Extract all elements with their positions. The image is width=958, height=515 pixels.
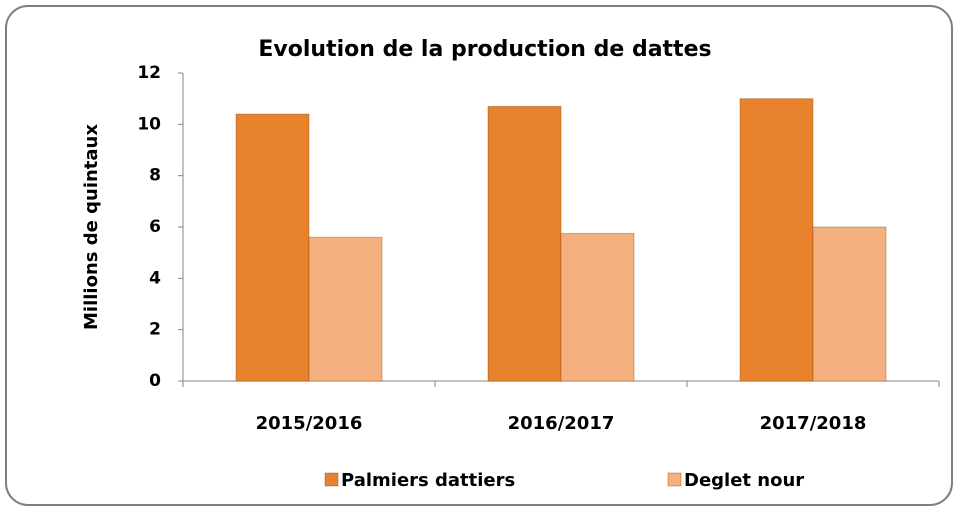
chart-title: Evolution de la production de dattes xyxy=(258,37,711,62)
y-tick-label: 12 xyxy=(137,63,161,83)
legend-label: Deglet nour xyxy=(684,470,804,491)
y-tick-label: 8 xyxy=(149,166,161,186)
x-tick-label: 2015/2016 xyxy=(256,413,363,434)
bar xyxy=(308,236,383,382)
legend-swatch xyxy=(324,472,339,487)
bar xyxy=(235,113,310,382)
y-tick-label: 4 xyxy=(149,268,161,288)
y-tick-label: 0 xyxy=(149,371,161,391)
y-tick-label: 6 xyxy=(149,217,161,237)
x-tick-label: 2016/2017 xyxy=(508,413,615,434)
y-axis-label: Millions de quintaux xyxy=(81,124,102,330)
legend-swatch xyxy=(667,472,682,487)
x-tick-label: 2017/2018 xyxy=(760,413,867,434)
legend-label: Palmiers dattiers xyxy=(341,470,515,491)
y-tick-label: 10 xyxy=(137,114,161,134)
bar xyxy=(812,226,887,382)
bar xyxy=(560,232,635,382)
y-tick-label: 2 xyxy=(149,320,161,340)
bar xyxy=(487,105,562,382)
bar xyxy=(739,98,814,382)
